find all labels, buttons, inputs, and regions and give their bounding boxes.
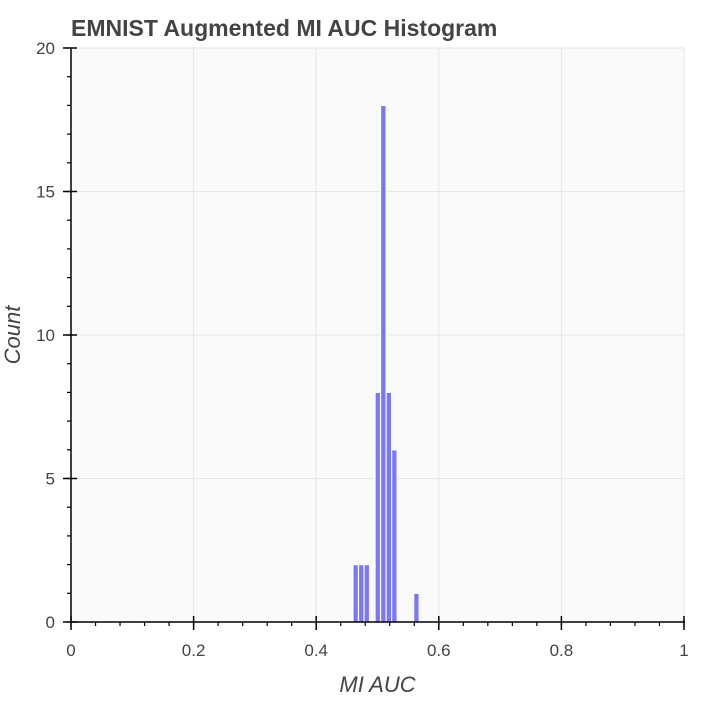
grid-lines <box>71 47 685 622</box>
x-tick-label: 1 <box>679 641 688 660</box>
y-tick-label: 20 <box>36 39 55 58</box>
axes <box>63 47 685 630</box>
x-tick-label: 0.4 <box>304 641 328 660</box>
histogram-bar <box>385 391 393 623</box>
y-tick-label: 15 <box>36 183 55 202</box>
histogram-bar <box>357 563 365 623</box>
histogram-bar <box>374 391 382 623</box>
x-tick-label: 0 <box>66 641 75 660</box>
histogram-bar <box>379 104 387 623</box>
histogram-bar <box>390 449 398 623</box>
y-axis-label: Count <box>0 305 25 365</box>
y-tick-label: 5 <box>46 470 55 489</box>
x-tick-label: 0.8 <box>550 641 574 660</box>
x-axis-label: MI AUC <box>339 672 415 697</box>
histogram-bar <box>413 592 420 623</box>
y-tick-label: 0 <box>46 613 55 632</box>
histogram-bar <box>352 563 360 623</box>
y-tick-label: 10 <box>36 326 55 345</box>
x-tick-label: 0.6 <box>427 641 451 660</box>
histogram-bar <box>363 563 371 623</box>
chart-title: EMNIST Augmented MI AUC Histogram <box>71 15 497 41</box>
x-tick-label: 0.2 <box>182 641 206 660</box>
